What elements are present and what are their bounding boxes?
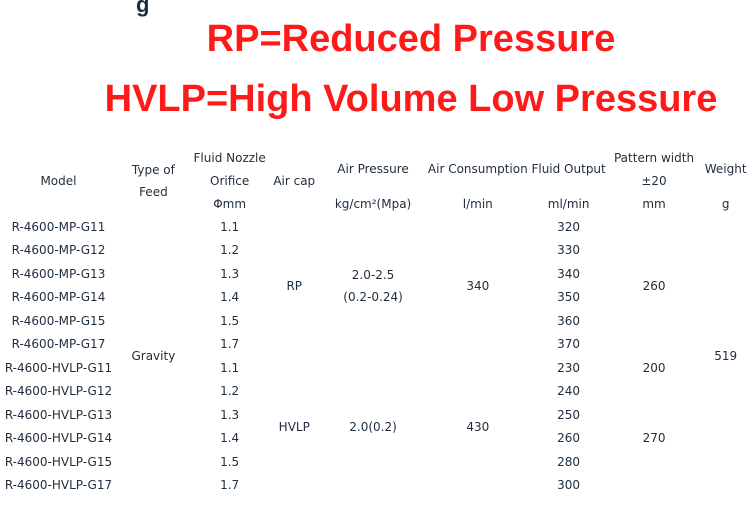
cell-output: 240 (557, 384, 581, 399)
cell-output: 300 (557, 478, 581, 493)
header-pattern-line3: mm (642, 196, 666, 211)
header-pattern-line2: ±20 (641, 173, 667, 188)
cell-orifice: 1.2 (220, 384, 240, 399)
cell-orifice: 1.4 (220, 431, 240, 446)
header-weight-line2: g (721, 196, 730, 211)
cell-aircap-rp: RP (286, 278, 303, 293)
cell-consumption-rp: 340 (466, 278, 490, 293)
cell-pressure-rp-line2: (0.2-0.24) (343, 289, 403, 304)
cell-orifice: 1.7 (220, 478, 240, 493)
header-pattern-line1: Pattern width (613, 150, 695, 165)
cell-orifice: 1.1 (220, 360, 240, 375)
cell-output: 340 (557, 266, 581, 281)
hvlp-definition-heading: HVLP=High Volume Low Pressure (104, 78, 718, 120)
cell-output: 280 (557, 454, 581, 469)
header-pressure-line1: Air Pressure (337, 162, 409, 176)
cell-pattern-rp: 260 (642, 278, 666, 293)
header-nozzle-line2: Orifice (210, 173, 250, 188)
cell-pressure-rp: 2.0-2.5 (0.2-0.24) (319, 215, 427, 356)
cell-orifice: 1.4 (220, 290, 240, 305)
header-nozzle-line3: Φmm (213, 196, 247, 211)
cell-orifice: 1.7 (220, 337, 240, 352)
header-output-line1: Fluid Output (531, 162, 606, 176)
spec-table: Model Type of Feed Fluid Nozzle Air cap … (0, 146, 752, 497)
header-consumption-line1: Air Consumption (427, 162, 528, 176)
cell-output: 250 (557, 407, 581, 422)
cell-orifice: 1.5 (220, 454, 240, 469)
cell-orifice: 1.1 (220, 219, 240, 234)
header-consumption-line2: l/min (462, 196, 493, 211)
cell-orifice: 1.2 (220, 243, 240, 258)
header-feed-line1: Type of (131, 162, 175, 177)
cell-model: R-4600-HVLP-G14 (4, 431, 113, 446)
header-aircap: Air cap (273, 173, 316, 188)
cell-output: 260 (557, 431, 581, 446)
cell-consumption-hvlp: 430 (466, 419, 490, 434)
rp-definition-heading: RP=Reduced Pressure (206, 18, 616, 60)
cell-output: 230 (557, 360, 581, 375)
cell-model: R-4600-HVLP-G15 (4, 454, 113, 469)
cell-feed: Gravity (131, 349, 176, 363)
header-nozzle-line1: Fluid Nozzle (193, 150, 266, 165)
cell-model: R-4600-MP-G13 (11, 266, 106, 281)
cell-orifice: 1.3 (220, 407, 240, 422)
cell-model: R-4600-HVLP-G12 (4, 384, 113, 399)
cell-output: 320 (557, 219, 581, 234)
cell-model: R-4600-MP-G15 (11, 313, 106, 328)
cell-output: 360 (557, 313, 581, 328)
cell-model: R-4600-MP-G12 (11, 243, 106, 258)
cell-model: R-4600-MP-G14 (11, 290, 106, 305)
header-feed-line2: Feed (139, 184, 168, 199)
header-weight-line1: Weight (704, 162, 747, 176)
cell-aircap-hvlp: HVLP (278, 419, 310, 434)
cell-model: R-4600-MP-G17 (11, 337, 106, 352)
cell-pattern-hvlp-top: 200 (642, 360, 666, 375)
cell-model: R-4600-HVLP-G17 (4, 478, 113, 493)
clipped-heading-fragment: g (136, 0, 150, 17)
cell-model: R-4600-MP-G11 (11, 219, 106, 234)
header-pressure-line2: kg/cm²(Mpa) (334, 196, 412, 211)
cell-pressure-hvlp: 2.0(0.2) (349, 419, 397, 434)
cell-model: R-4600-HVLP-G11 (4, 360, 113, 375)
cell-output: 370 (557, 337, 581, 352)
cell-orifice: 1.3 (220, 266, 240, 281)
cell-output: 350 (557, 290, 581, 305)
header-feed: Type of Feed (117, 146, 190, 215)
cell-pressure-rp-line1: 2.0-2.5 (351, 267, 395, 282)
cell-weight: 519 (714, 349, 738, 363)
cell-pattern-hvlp-bottom: 270 (642, 431, 666, 446)
cell-orifice: 1.5 (220, 313, 240, 328)
header-model: Model (40, 173, 77, 188)
header-output-line2: ml/min (547, 196, 590, 211)
cell-output: 330 (557, 243, 581, 258)
cell-model: R-4600-HVLP-G13 (4, 407, 113, 422)
